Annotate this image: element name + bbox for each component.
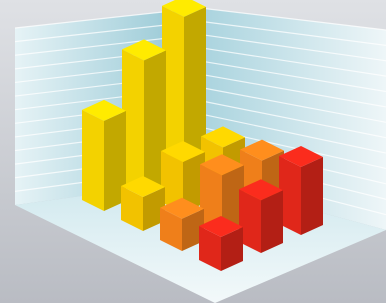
bar <box>122 39 166 193</box>
bar-right-face <box>301 157 323 235</box>
bar <box>82 100 126 211</box>
bar <box>160 198 204 251</box>
bar-left-face <box>82 110 104 211</box>
bar <box>199 216 243 271</box>
bar-right-face <box>261 190 283 253</box>
bar <box>239 179 283 253</box>
bar <box>279 146 323 235</box>
bar <box>121 176 165 231</box>
chart <box>0 0 386 303</box>
